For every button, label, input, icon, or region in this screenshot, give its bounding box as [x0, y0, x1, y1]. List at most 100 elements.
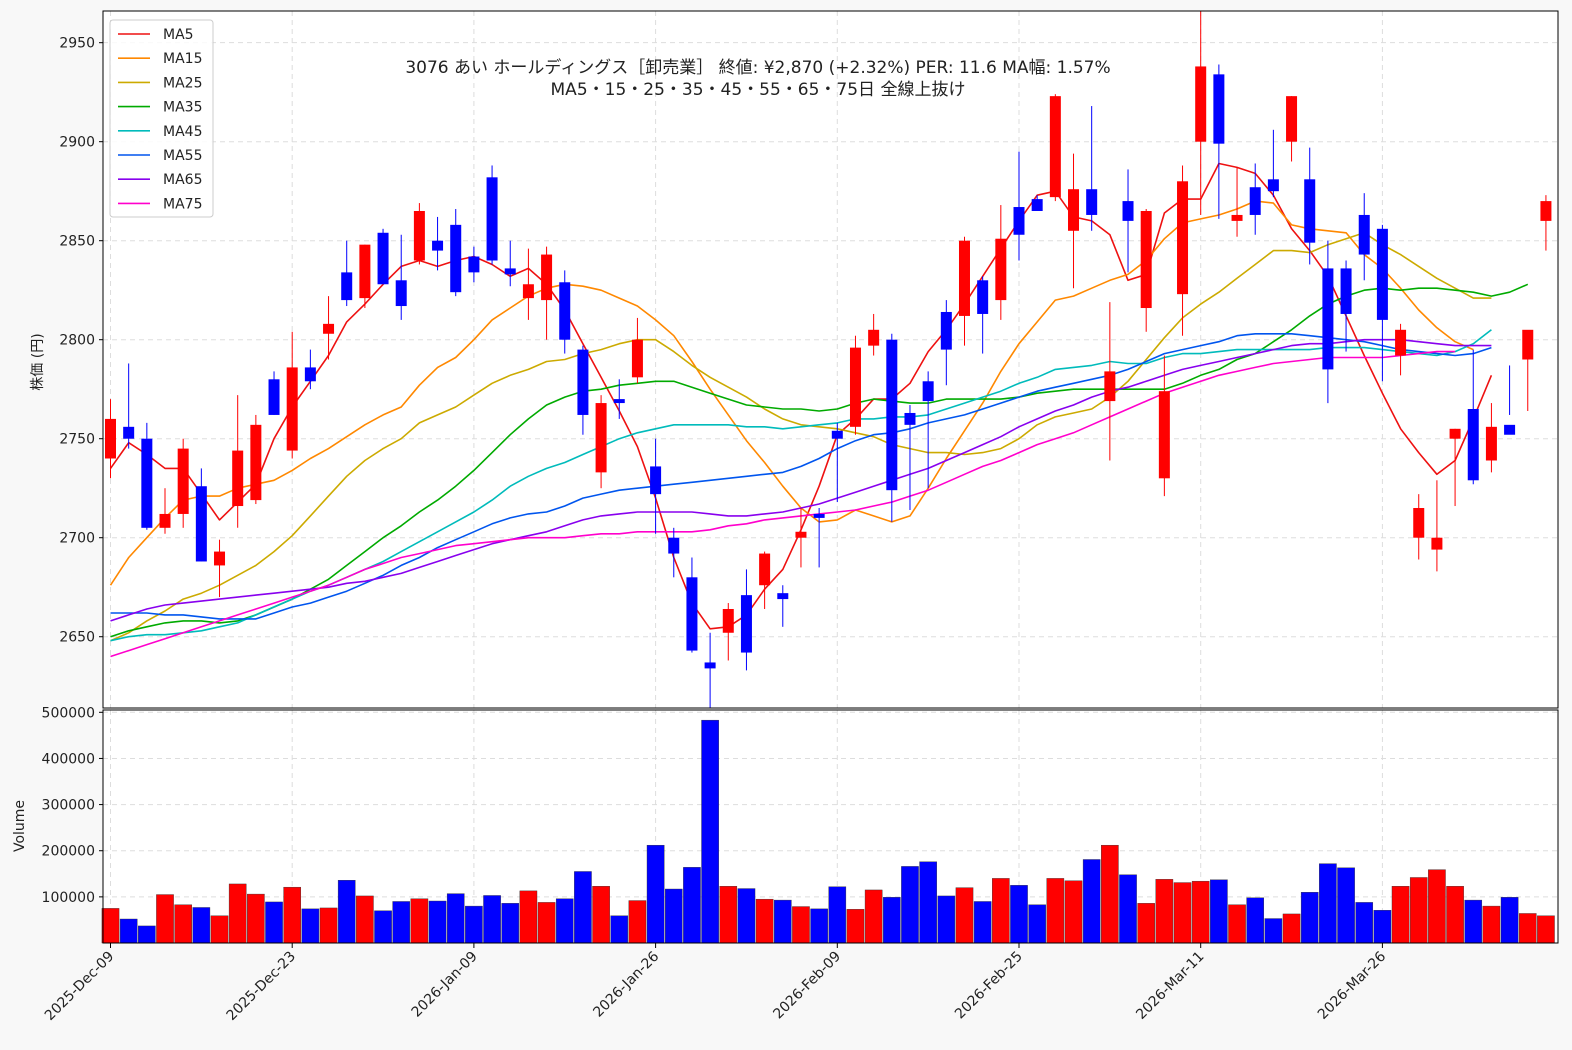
- candle: [468, 246, 480, 283]
- price-tick-label: 2800: [59, 333, 95, 349]
- price-panel-frame: [102, 10, 1559, 709]
- series-line-ma75: [110, 350, 1456, 658]
- candle: [1267, 129, 1279, 198]
- candle: [177, 438, 189, 528]
- candle-body: [1540, 201, 1552, 221]
- price-y-axis: 2650 2700 2750 2800 2850 2900 2950: [59, 36, 103, 646]
- candle-body: [849, 347, 861, 427]
- candle: [1304, 147, 1316, 265]
- candle: [813, 508, 825, 568]
- price-y-axis-label: 株価 (円): [30, 333, 46, 390]
- volume-bar: [501, 903, 520, 944]
- volume-bar: [1428, 869, 1446, 944]
- candle-body: [1431, 537, 1443, 550]
- candle: [486, 165, 498, 265]
- volume-bar: [446, 893, 465, 944]
- candle: [686, 557, 698, 653]
- volume-bar: [1064, 880, 1083, 944]
- candle-body: [214, 551, 226, 566]
- candle-body: [468, 256, 480, 273]
- candle: [1195, 11, 1207, 215]
- candle-body: [631, 339, 643, 378]
- volume-bar: [138, 925, 156, 944]
- candle-body: [922, 381, 934, 402]
- volume-bar: [1010, 885, 1028, 944]
- candle: [450, 209, 462, 297]
- volume-bar: [1319, 863, 1337, 944]
- candle: [1068, 153, 1080, 289]
- candle: [432, 216, 444, 271]
- candle-body: [432, 240, 444, 251]
- volume-bar: [210, 915, 229, 944]
- candle: [541, 246, 553, 340]
- volume-bar: [774, 899, 792, 944]
- volume-bar: [519, 890, 538, 944]
- candle-body: [1195, 66, 1207, 142]
- candle: [1413, 494, 1425, 560]
- series-line-ma55: [110, 332, 1492, 620]
- candle: [195, 468, 207, 562]
- candle-body: [250, 424, 262, 501]
- volume-y-axis: 100000 200000 300000 400000 500000: [42, 705, 103, 906]
- candle: [922, 371, 934, 489]
- candle-body: [577, 349, 589, 415]
- candle-body: [395, 280, 407, 307]
- candle-body: [1376, 228, 1388, 320]
- candle: [141, 422, 153, 530]
- candle: [868, 313, 880, 356]
- volume-bar: [846, 909, 865, 944]
- candle: [123, 363, 135, 449]
- legend-item: MA25: [118, 75, 202, 91]
- candle: [595, 395, 607, 489]
- candle-body: [1485, 426, 1497, 461]
- volume-bars: [101, 719, 1555, 944]
- volume-bar: [610, 915, 629, 944]
- candle-body: [1031, 199, 1043, 211]
- legend-label: MA25: [163, 75, 202, 91]
- candle-body: [177, 448, 189, 514]
- candle: [232, 395, 244, 528]
- candle-body: [1249, 187, 1261, 215]
- candle: [1140, 209, 1152, 332]
- chart-title-line1: 3076 あい ホールディングス［卸売業］ 終値: ¥2,870 (+2.32%…: [405, 57, 1110, 78]
- volume-bar: [1373, 910, 1392, 944]
- volume-bar: [1155, 879, 1174, 944]
- candle-body: [304, 367, 316, 382]
- candle: [1340, 260, 1352, 352]
- volume-bar: [101, 908, 120, 944]
- volume-bar: [901, 866, 919, 944]
- candle: [995, 205, 1007, 320]
- candlesticks: [105, 11, 1552, 708]
- volume-bar: [392, 901, 411, 944]
- candle-body: [777, 593, 789, 600]
- volume-bar: [864, 889, 883, 944]
- candle: [1086, 106, 1098, 231]
- candle: [1376, 224, 1388, 382]
- candle: [1286, 96, 1298, 162]
- volume-bar: [283, 886, 301, 944]
- candle: [704, 632, 716, 708]
- candle-body: [1286, 96, 1298, 142]
- candle-body: [795, 531, 807, 538]
- candle: [522, 248, 534, 320]
- volume-bar: [719, 886, 738, 944]
- volume-bar: [737, 888, 756, 944]
- price-tick-label: 2650: [59, 630, 95, 646]
- candle: [105, 399, 116, 479]
- candle: [323, 296, 335, 360]
- candle: [1231, 167, 1243, 237]
- candle: [159, 488, 171, 534]
- legend-item: MA35: [118, 100, 202, 116]
- volume-bar: [174, 904, 192, 944]
- candle: [377, 228, 389, 285]
- legend-item: MA65: [118, 172, 202, 188]
- candle-body: [559, 282, 571, 340]
- volume-bar: [1137, 903, 1155, 944]
- candle-body: [522, 284, 534, 299]
- volume-bar: [192, 907, 211, 944]
- candle-body: [813, 513, 825, 518]
- candle: [1013, 151, 1025, 261]
- candle: [395, 234, 407, 320]
- volume-bar: [1046, 878, 1065, 944]
- candle-body: [413, 210, 425, 261]
